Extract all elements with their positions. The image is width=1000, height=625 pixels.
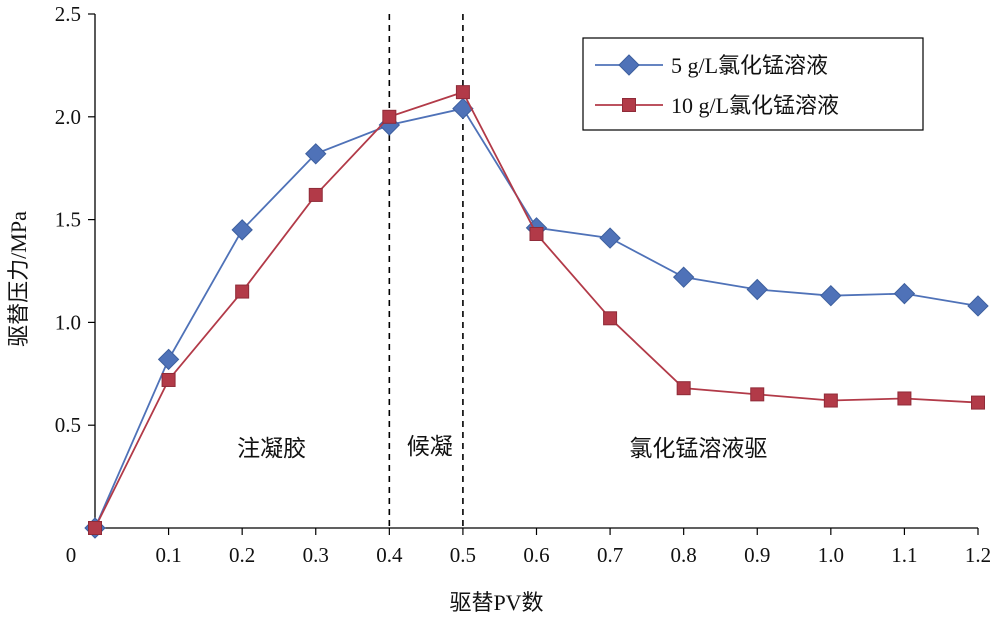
axes: 0 0.1 0.2 0.3 0.4 0.5 0.6 0.7 0.8 0.9 1.0 1.1 1.2 0.5… bbox=[6, 2, 991, 615]
y-tick-label: 1.0 bbox=[55, 310, 81, 334]
legend-label: 5 g/L氯化锰溶液 bbox=[671, 53, 828, 78]
data-point-diamond bbox=[893, 282, 916, 305]
y-axis-title: 驱替压力/MPa bbox=[6, 211, 31, 347]
x-tick-label: 0.8 bbox=[671, 543, 697, 567]
data-point-diamond bbox=[305, 143, 327, 165]
x-tick-label: 0.2 bbox=[229, 543, 255, 567]
data-point-diamond bbox=[672, 266, 695, 288]
data-point-diamond bbox=[231, 219, 253, 241]
reference-lines bbox=[388, 14, 464, 528]
data-point-square bbox=[161, 372, 176, 387]
x-tick-label: 1.0 bbox=[818, 543, 844, 567]
data-point-square bbox=[455, 85, 470, 100]
legend-label: 10 g/L氯化锰溶液 bbox=[671, 93, 839, 118]
y-tick-label: 2.0 bbox=[55, 105, 81, 129]
x-tick-label: 0.3 bbox=[303, 543, 329, 567]
x-tick-label: 0 bbox=[66, 543, 77, 567]
data-point-square bbox=[750, 387, 765, 402]
x-tick-label: 1.1 bbox=[891, 543, 917, 567]
data-point-square bbox=[235, 284, 250, 299]
series-group bbox=[88, 85, 985, 535]
x-axis-title: 驱替PV数 bbox=[449, 590, 543, 615]
region-label: 氯化锰溶液驱 bbox=[629, 436, 767, 461]
x-tick-label: 0.5 bbox=[450, 543, 476, 567]
data-point-square bbox=[603, 311, 618, 326]
x-tick-label: 0.7 bbox=[597, 543, 623, 567]
data-point-diamond bbox=[157, 348, 180, 371]
data-point-square bbox=[676, 381, 691, 396]
data-point-diamond bbox=[452, 97, 474, 120]
x-tick-label: 0.9 bbox=[744, 543, 770, 567]
region-label: 候凝 bbox=[407, 434, 453, 459]
y-tick-label: 2.5 bbox=[55, 2, 81, 26]
region-label: 注凝胶 bbox=[237, 436, 306, 461]
data-point-square bbox=[382, 109, 397, 124]
data-point-diamond bbox=[967, 295, 989, 317]
data-point-diamond bbox=[820, 284, 842, 307]
data-point-diamond bbox=[599, 227, 621, 249]
x-tick-label: 0.6 bbox=[523, 543, 549, 567]
y-tick-label: 0.5 bbox=[55, 413, 81, 437]
data-point-square bbox=[88, 521, 102, 535]
data-point-square bbox=[897, 391, 912, 406]
x-tick-label: 1.2 bbox=[965, 543, 991, 567]
series-line bbox=[94, 107, 979, 529]
legend: 5 g/L氯化锰溶液 10 g/L氯化锰溶液 bbox=[582, 37, 924, 131]
data-point-diamond bbox=[746, 278, 768, 301]
data-point-square bbox=[529, 226, 544, 241]
x-tick-label: 0.4 bbox=[376, 543, 403, 567]
x-tick-label: 0.1 bbox=[155, 543, 181, 567]
data-point-square bbox=[823, 393, 838, 408]
y-tick-label: 1.5 bbox=[55, 208, 81, 232]
legend-marker-square bbox=[622, 98, 636, 112]
data-point-square bbox=[308, 187, 323, 202]
series-line bbox=[94, 91, 979, 529]
series-lines bbox=[84, 85, 989, 539]
data-point-square bbox=[971, 395, 985, 410]
region-annotations: 注凝胶 候凝 氯化锰溶液驱 bbox=[237, 434, 767, 461]
legend-marker-diamond bbox=[618, 54, 640, 76]
legend-box bbox=[582, 37, 924, 131]
